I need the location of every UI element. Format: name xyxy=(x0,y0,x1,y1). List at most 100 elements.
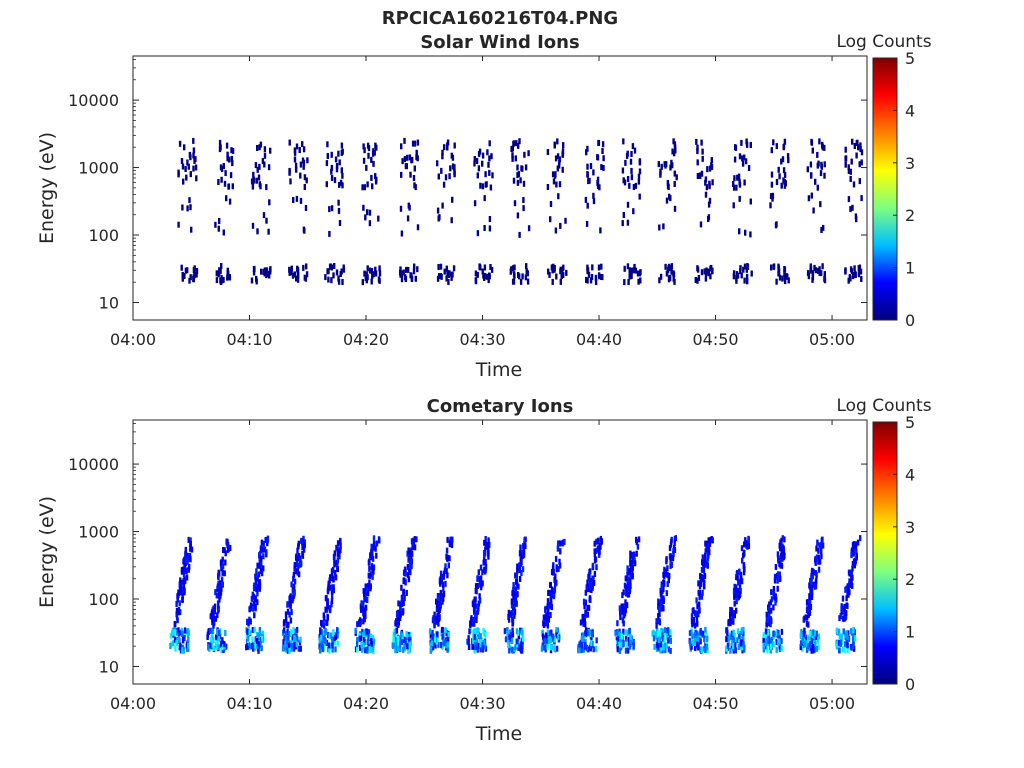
spectrogram-cell xyxy=(190,226,193,233)
spectrogram-cell xyxy=(710,157,713,164)
spectrogram-cell xyxy=(815,645,819,652)
spectrogram-cell xyxy=(700,269,704,276)
spectrogram-cell xyxy=(362,204,365,211)
spectrogram-cell xyxy=(622,589,625,596)
spectrogram-cell xyxy=(850,578,853,585)
spectrogram-cell xyxy=(587,604,591,611)
spectrogram-cell xyxy=(491,172,494,179)
spectrogram-cell xyxy=(783,266,786,272)
spectrogram-cell xyxy=(410,550,414,557)
spectrogram-cell xyxy=(635,536,638,543)
spectrogram-cell xyxy=(256,599,259,606)
spectrogram-cell xyxy=(555,645,559,652)
spectrogram-cell xyxy=(484,536,487,542)
spectrogram-cell xyxy=(269,147,272,154)
spectrogram-cell xyxy=(520,550,523,557)
spectrogram-cell xyxy=(836,640,839,647)
colorbar-tick-label: 3 xyxy=(905,154,915,173)
spectrogram-cell xyxy=(744,229,747,236)
spectrogram-cell xyxy=(630,167,633,174)
spectrogram-cell xyxy=(299,556,302,563)
spectrogram-cell xyxy=(738,633,741,640)
spectrogram-cell xyxy=(770,264,773,271)
spectrogram-cell xyxy=(436,207,440,214)
spectrogram-cell xyxy=(223,180,227,187)
spectrogram-cell xyxy=(370,268,374,274)
spectrogram-cell xyxy=(319,627,322,634)
plot-frame-solar-wind xyxy=(132,55,868,321)
spectrogram-cell xyxy=(288,647,291,654)
spectrogram-cell xyxy=(703,583,706,590)
spectrogram-cell xyxy=(179,647,183,654)
spectrogram-cell xyxy=(673,536,677,543)
spectrogram-cell xyxy=(623,179,627,186)
spectrogram-cell xyxy=(188,552,192,559)
spectrogram-cell xyxy=(483,195,486,202)
spectrogram-cell xyxy=(506,630,509,637)
spectrogram-cell xyxy=(780,158,783,165)
spectrogram-cell xyxy=(704,270,708,276)
spectrogram-cell xyxy=(850,268,854,275)
spectrogram-cell xyxy=(738,591,742,598)
spectrogram-cell xyxy=(859,146,862,152)
spectrogram-cell xyxy=(616,620,619,627)
spectrogram-cell xyxy=(657,618,660,624)
spectrogram-cell xyxy=(587,573,590,580)
spectrogram-cell xyxy=(633,263,636,270)
spectrogram-cell xyxy=(596,183,600,189)
spectrogram-cell xyxy=(217,225,220,232)
spectrogram-cell xyxy=(814,633,818,640)
spectrogram-cell xyxy=(821,542,825,549)
spectrogram-cell xyxy=(367,583,370,589)
spectrogram-cell xyxy=(372,160,375,167)
spectrogram-cell xyxy=(659,273,663,280)
axes-solar-wind: 04:00 04:10 04:20 04:30 04:40 04:50 05:0010100… xyxy=(68,56,867,349)
spectrogram-cell xyxy=(192,165,195,172)
spectrogram-cell xyxy=(333,263,336,269)
spectrogram-cell xyxy=(442,573,445,580)
spectrogram-cell xyxy=(565,269,568,276)
spectrogram-cell xyxy=(745,266,748,273)
spectrogram-cell xyxy=(334,646,337,653)
spectrogram-cell xyxy=(372,541,376,548)
spectrogram-cell xyxy=(479,575,483,582)
spectrogram-cell xyxy=(295,553,298,560)
spectrogram-cell xyxy=(700,647,703,653)
spectrogram-cell xyxy=(637,178,641,185)
spectrogram-cell xyxy=(708,180,711,187)
spectrogram-cell xyxy=(704,552,707,559)
spectrogram-cell xyxy=(252,171,255,178)
spectrogram-cell xyxy=(658,606,661,612)
spectrogram-cell xyxy=(305,177,308,184)
spectrogram-cell xyxy=(772,263,775,270)
spectrogram-cell xyxy=(597,537,600,544)
spectrogram-cell xyxy=(704,540,707,547)
spectrogram-cell xyxy=(214,221,217,228)
spectrogram-cell xyxy=(516,172,519,179)
spectrogram-cell xyxy=(725,627,728,634)
spectrogram-cell xyxy=(175,607,179,614)
spectrogram-cell xyxy=(477,165,481,172)
spectrogram-cell xyxy=(402,600,405,606)
spectrogram-cell xyxy=(302,535,305,542)
spectrogram-cell xyxy=(473,634,477,641)
spectrogram-cell xyxy=(699,638,702,645)
spectrogram-cell xyxy=(469,621,472,628)
spectrogram-cell xyxy=(779,575,782,582)
spectrogram-cell xyxy=(637,278,640,285)
spectrogram-cell xyxy=(336,632,339,639)
spectrogram-cell xyxy=(440,574,444,581)
spectrogram-cell xyxy=(847,167,851,174)
spectrogram-cell xyxy=(290,609,293,615)
spectrogram-cell xyxy=(816,184,819,191)
spectrogram-cell xyxy=(253,603,256,610)
spectrogram-cell xyxy=(766,629,770,636)
spectrogram-cell xyxy=(561,540,564,547)
spectrogram-cell xyxy=(729,634,733,641)
spectrogram-cell xyxy=(837,628,841,635)
spectrogram-cell xyxy=(584,621,587,628)
spectrogram-cell xyxy=(488,273,491,280)
spectrogram-cell xyxy=(672,275,675,282)
spectrogram-cell xyxy=(320,634,323,641)
spectrogram-cell xyxy=(181,636,185,643)
